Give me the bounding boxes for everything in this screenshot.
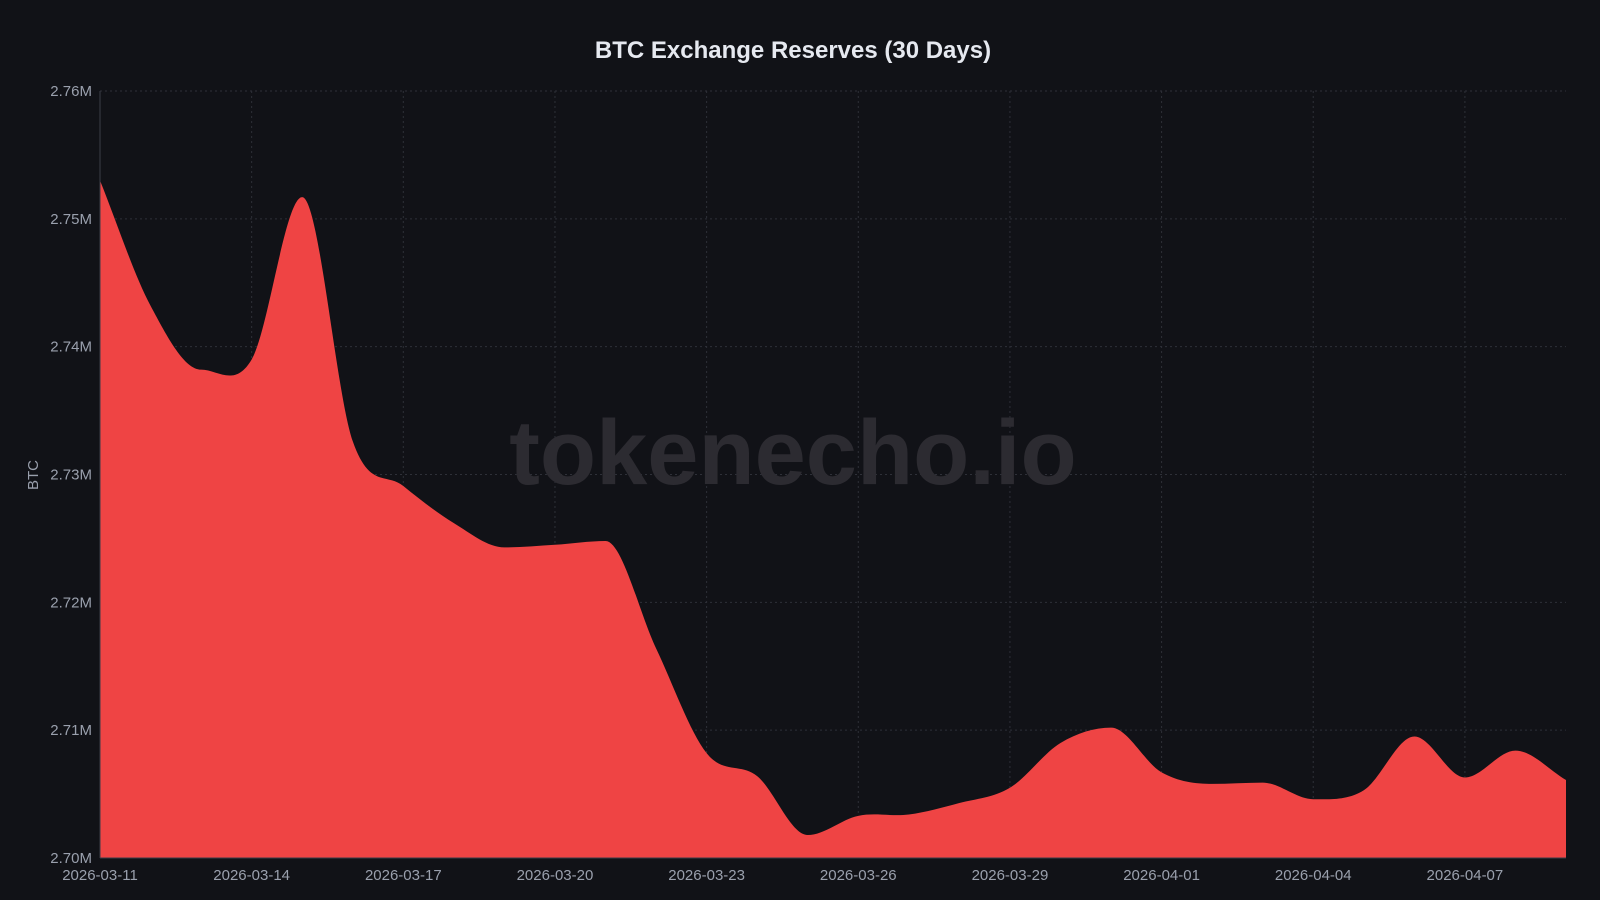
y-axis-ticks: 2.70M 2.71M 2.72M 2.73M 2.74M 2.75M 2.76M (50, 83, 92, 867)
grid-lines (100, 90, 1566, 858)
watermark: tokenecho.io (509, 402, 1076, 504)
x-tick-label: 2026-04-04 (1275, 867, 1352, 884)
x-tick-label: 2026-04-01 (1123, 867, 1200, 884)
y-tick-label: 2.70M (50, 850, 92, 867)
x-tick-label: 2026-03-17 (365, 867, 442, 884)
x-tick-label: 2026-03-20 (517, 867, 594, 884)
y-tick-label: 2.73M (50, 467, 92, 484)
x-tick-label: 2026-04-07 (1427, 867, 1504, 884)
x-axis-ticks: 2026-03-11 2026-03-14 2026-03-17 2026-03-20… (62, 867, 1503, 884)
x-tick-label: 2026-03-29 (972, 867, 1049, 884)
y-tick-label: 2.72M (50, 594, 92, 611)
y-tick-label: 2.71M (50, 722, 92, 739)
y-tick-label: 2.75M (50, 211, 92, 228)
x-tick-label: 2026-03-23 (668, 867, 745, 884)
y-tick-label: 2.74M (50, 339, 92, 356)
x-tick-label: 2026-03-26 (820, 867, 897, 884)
x-tick-label: 2026-03-14 (213, 867, 290, 884)
x-tick-label: 2026-03-11 (62, 867, 138, 884)
y-axis-label: BTC (25, 460, 42, 490)
y-tick-label: 2.76M (50, 83, 92, 100)
chart-title: BTC Exchange Reserves (30 Days) (595, 37, 991, 64)
reserves-area (100, 180, 1566, 858)
